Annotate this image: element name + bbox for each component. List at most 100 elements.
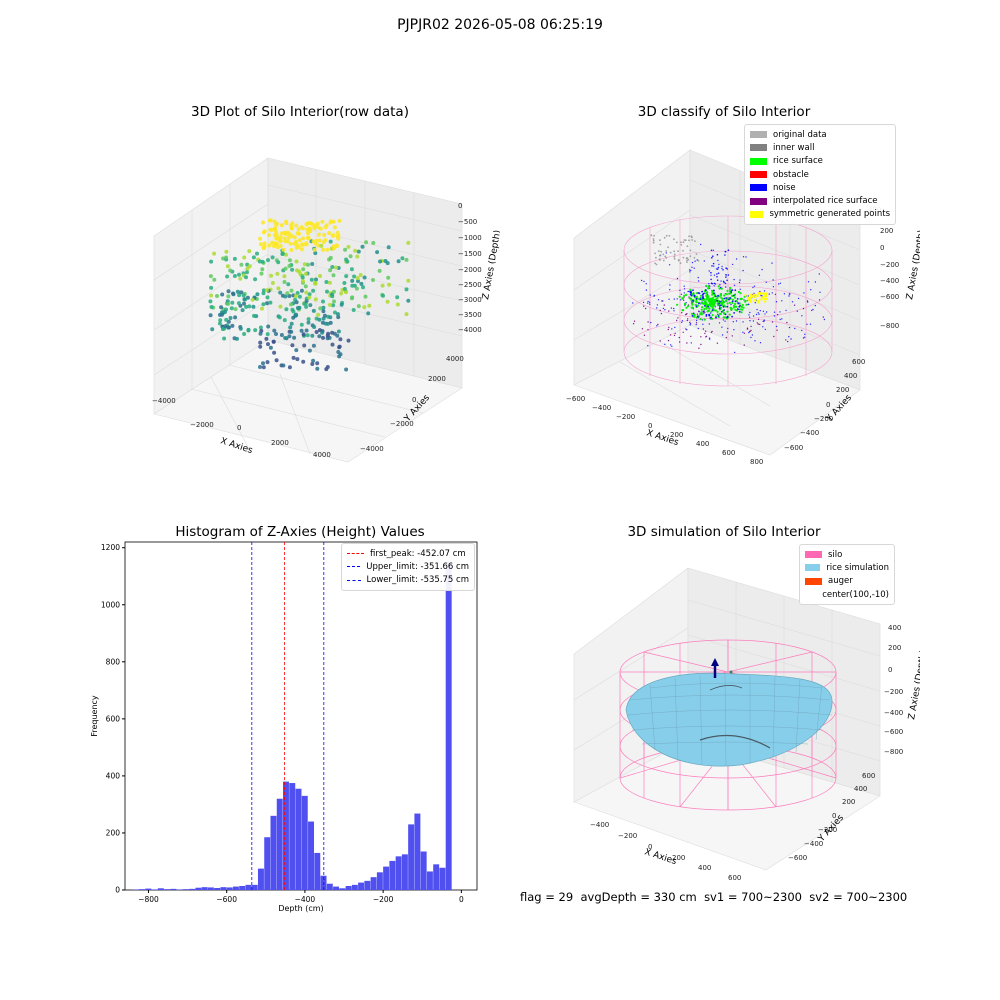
histogram-bar (182, 889, 189, 890)
sim-y-tick: 600 (862, 772, 875, 780)
raw-data-point (404, 257, 409, 262)
raw-data-point (264, 288, 269, 293)
noise-point (725, 297, 727, 299)
classify-y-tick: 400 (844, 372, 857, 380)
noise-point (814, 304, 816, 307)
noise-point (717, 313, 719, 315)
noise-point (692, 312, 695, 315)
raw-data-point (283, 336, 288, 340)
symmetric-point (760, 296, 764, 299)
rice-surface-point (707, 309, 710, 312)
noise-point (695, 319, 698, 322)
raw-data-point (364, 240, 369, 245)
legend-item-rice-simulation: rice simulation (805, 561, 889, 574)
noise-point (801, 329, 803, 332)
raw-data-point (304, 222, 309, 227)
histogram-bar (326, 883, 333, 890)
raw-data-point (377, 268, 382, 273)
rice-surface-point (740, 311, 743, 314)
raw-data-point (238, 276, 243, 281)
raw-data-point (297, 294, 302, 299)
raw-data-point (217, 321, 222, 326)
noise-point (653, 295, 655, 297)
noise-point (804, 333, 806, 335)
noise-point (718, 322, 721, 324)
noise-point (674, 326, 676, 329)
noise-point (724, 320, 726, 322)
symmetric-point (749, 299, 752, 302)
rice-surface-point (700, 311, 703, 314)
rice-surface-point (744, 300, 747, 303)
noise-point (733, 312, 735, 314)
inner-wall-point (682, 249, 684, 252)
raw-data-point (371, 278, 375, 282)
noise-point (739, 288, 741, 290)
noise-point (788, 326, 791, 329)
noise-point (781, 318, 783, 320)
raw-data-point (396, 259, 401, 264)
raw-x-tick: 0 (237, 424, 241, 432)
legend-item-silo: silo (805, 548, 889, 561)
noise-point (721, 265, 723, 268)
noise-point (671, 345, 673, 347)
raw-data-point (297, 269, 302, 274)
raw-data-point (286, 282, 291, 287)
noise-point (710, 274, 712, 276)
legend-label: noise (773, 182, 796, 193)
raw-data-point (289, 302, 293, 307)
noise-point (709, 338, 711, 340)
noise-point (732, 294, 735, 297)
raw-data-point (276, 236, 280, 241)
inner-wall-point (694, 240, 696, 242)
interpolated-point (681, 312, 683, 314)
rice-surface-point (700, 308, 703, 311)
noise-point (710, 249, 713, 252)
raw-data-point (290, 267, 295, 272)
noise-point (695, 297, 698, 300)
raw-data-point (209, 259, 214, 264)
rice-surface-point (713, 299, 716, 302)
interpolated-point (690, 335, 692, 338)
histogram-bar (207, 887, 214, 890)
noise-point (701, 319, 704, 321)
histogram-bar (232, 886, 239, 890)
interpolated-point (686, 342, 688, 344)
rice-surface-point (703, 318, 706, 321)
raw-data-point (242, 297, 247, 302)
raw-data-point (237, 272, 241, 277)
histogram-y-tick-label: 200 (106, 828, 121, 837)
rice-surface-point (741, 303, 744, 307)
raw-data-point (381, 293, 385, 298)
raw-data-point (255, 292, 260, 297)
rice-surface-point (716, 303, 720, 307)
noise-point (643, 280, 645, 283)
raw-data-point (261, 245, 266, 250)
raw-data-point (227, 325, 231, 330)
raw-data-point (332, 299, 336, 304)
inner-wall-point (677, 259, 680, 262)
classify-z-tick: −200 (880, 261, 899, 269)
raw-data-point (278, 304, 283, 309)
inner-wall-point (680, 244, 683, 246)
histogram-bar (351, 884, 358, 890)
raw-data-point (278, 239, 283, 244)
legend-line (347, 553, 364, 555)
rice-surface-point (721, 297, 724, 301)
classify-legend: original data inner wall rice surface ob… (744, 124, 896, 226)
noise-point (754, 340, 756, 342)
histogram-x-tick-label: −800 (138, 895, 159, 904)
histogram-bar (132, 889, 139, 890)
raw-data-point (236, 301, 241, 306)
inner-wall-point (691, 239, 694, 241)
symmetric-point (754, 299, 757, 302)
classify-x-tick: −400 (592, 404, 611, 412)
raw-data-point (320, 219, 325, 224)
noise-point (691, 301, 693, 303)
noise-point (739, 279, 741, 281)
noise-point (730, 303, 732, 306)
sim-x-tick: 600 (728, 874, 741, 880)
raw-data-point (363, 294, 368, 299)
legend-swatch (750, 157, 767, 165)
noise-point (765, 281, 767, 283)
raw-data-point (317, 334, 322, 339)
